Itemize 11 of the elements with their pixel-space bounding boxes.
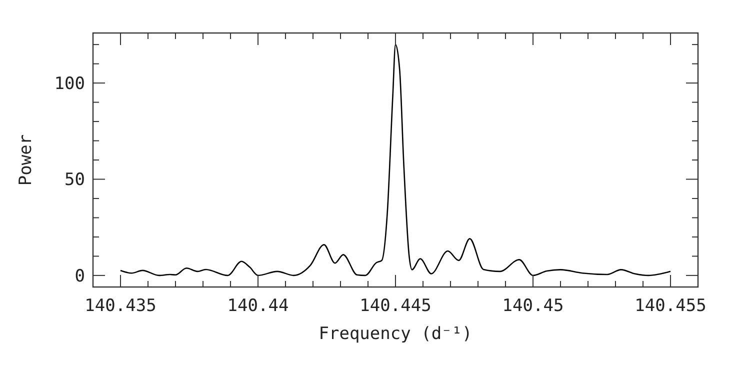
y-tick-label: 100 bbox=[54, 74, 85, 94]
x-tick-label: 140.455 bbox=[634, 296, 706, 316]
x-tick-label: 140.44 bbox=[227, 296, 289, 316]
y-axis-title: Power bbox=[16, 134, 36, 186]
y-tick-label: 0 bbox=[74, 266, 85, 286]
y-tick-label: 50 bbox=[64, 170, 85, 190]
x-tick-label: 140.45 bbox=[502, 296, 564, 316]
x-tick-label: 140.435 bbox=[84, 296, 156, 316]
x-tick-label: 140.445 bbox=[360, 296, 432, 316]
x-axis-title: Frequency (d⁻¹) bbox=[318, 324, 472, 344]
line-series bbox=[120, 44, 672, 276]
